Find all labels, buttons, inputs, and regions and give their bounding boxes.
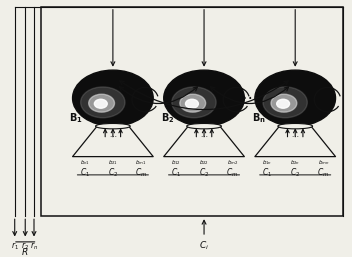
Bar <box>41 7 342 216</box>
Text: $R$: $R$ <box>21 245 28 256</box>
Text: $b_{12}$: $b_{12}$ <box>171 159 181 168</box>
Text: $b_{n1}$: $b_{n1}$ <box>80 159 90 168</box>
Ellipse shape <box>95 123 130 129</box>
Text: $C_1$: $C_1$ <box>80 167 90 179</box>
Text: $C_i$: $C_i$ <box>199 240 209 252</box>
Text: $b_{m2}$: $b_{m2}$ <box>227 159 238 168</box>
Text: $b_{21}$: $b_{21}$ <box>108 159 118 168</box>
Circle shape <box>263 87 307 118</box>
Circle shape <box>89 94 114 112</box>
Circle shape <box>94 99 107 108</box>
Circle shape <box>180 94 206 112</box>
Text: $C_1$: $C_1$ <box>171 167 181 179</box>
Text: $C_m$: $C_m$ <box>226 167 238 179</box>
Text: $\cdots$: $\cdots$ <box>109 132 117 138</box>
Text: $r_2$: $r_2$ <box>21 241 29 252</box>
Circle shape <box>277 99 290 108</box>
Text: $b_{mn}$: $b_{mn}$ <box>318 159 329 168</box>
Text: $\cdots$: $\cdots$ <box>291 132 299 138</box>
Circle shape <box>186 99 199 108</box>
Text: $\cdots$: $\cdots$ <box>200 132 208 138</box>
Text: $\cdots$: $\cdots$ <box>241 87 258 105</box>
Text: $C_2$: $C_2$ <box>199 167 209 179</box>
Text: $r_n$: $r_n$ <box>30 241 38 252</box>
Text: $b_{2n}$: $b_{2n}$ <box>290 159 300 168</box>
Text: $r_1$: $r_1$ <box>11 241 19 252</box>
Text: $b_{m1}$: $b_{m1}$ <box>136 159 147 168</box>
Text: $b_{22}$: $b_{22}$ <box>199 159 209 168</box>
Text: $C_1$: $C_1$ <box>262 167 272 179</box>
Text: $C_2$: $C_2$ <box>108 167 118 179</box>
Circle shape <box>255 70 335 126</box>
Text: $\mathbf{B_n}$: $\mathbf{B_n}$ <box>252 111 265 125</box>
Circle shape <box>164 70 244 126</box>
Ellipse shape <box>278 123 313 129</box>
Text: $C_m$: $C_m$ <box>135 167 147 179</box>
Text: $b_{1n}$: $b_{1n}$ <box>262 159 272 168</box>
Text: $C_2$: $C_2$ <box>290 167 300 179</box>
Circle shape <box>81 87 125 118</box>
Text: $\mathbf{B_2}$: $\mathbf{B_2}$ <box>161 111 174 125</box>
Ellipse shape <box>187 123 221 129</box>
Circle shape <box>271 94 297 112</box>
Text: $\mathbf{B_1}$: $\mathbf{B_1}$ <box>69 111 83 125</box>
Circle shape <box>172 87 216 118</box>
Circle shape <box>73 70 153 126</box>
Text: $C_m$: $C_m$ <box>318 167 329 179</box>
